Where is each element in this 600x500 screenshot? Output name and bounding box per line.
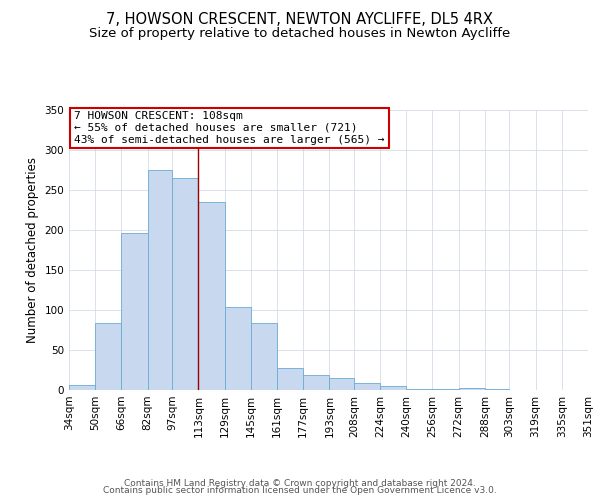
Text: Contains public sector information licensed under the Open Government Licence v3: Contains public sector information licen… xyxy=(103,486,497,495)
Text: 7, HOWSON CRESCENT, NEWTON AYCLIFFE, DL5 4RX: 7, HOWSON CRESCENT, NEWTON AYCLIFFE, DL5… xyxy=(107,12,493,28)
Bar xyxy=(458,388,485,390)
Bar xyxy=(199,202,224,390)
Bar xyxy=(485,389,509,390)
Bar xyxy=(95,323,121,390)
Bar xyxy=(148,170,172,390)
Bar xyxy=(354,383,380,390)
Bar xyxy=(69,385,95,390)
Bar xyxy=(303,375,329,390)
Bar xyxy=(329,378,354,390)
Bar xyxy=(277,368,303,390)
Bar xyxy=(172,178,199,390)
Text: Size of property relative to detached houses in Newton Aycliffe: Size of property relative to detached ho… xyxy=(89,28,511,40)
Bar xyxy=(251,323,277,390)
Bar xyxy=(224,307,251,390)
Bar xyxy=(380,386,406,390)
Text: 7 HOWSON CRESCENT: 108sqm
← 55% of detached houses are smaller (721)
43% of semi: 7 HOWSON CRESCENT: 108sqm ← 55% of detac… xyxy=(74,112,385,144)
Bar xyxy=(433,389,458,390)
Bar xyxy=(121,233,148,390)
Text: Contains HM Land Registry data © Crown copyright and database right 2024.: Contains HM Land Registry data © Crown c… xyxy=(124,478,476,488)
Y-axis label: Number of detached properties: Number of detached properties xyxy=(26,157,39,343)
Bar xyxy=(406,389,433,390)
